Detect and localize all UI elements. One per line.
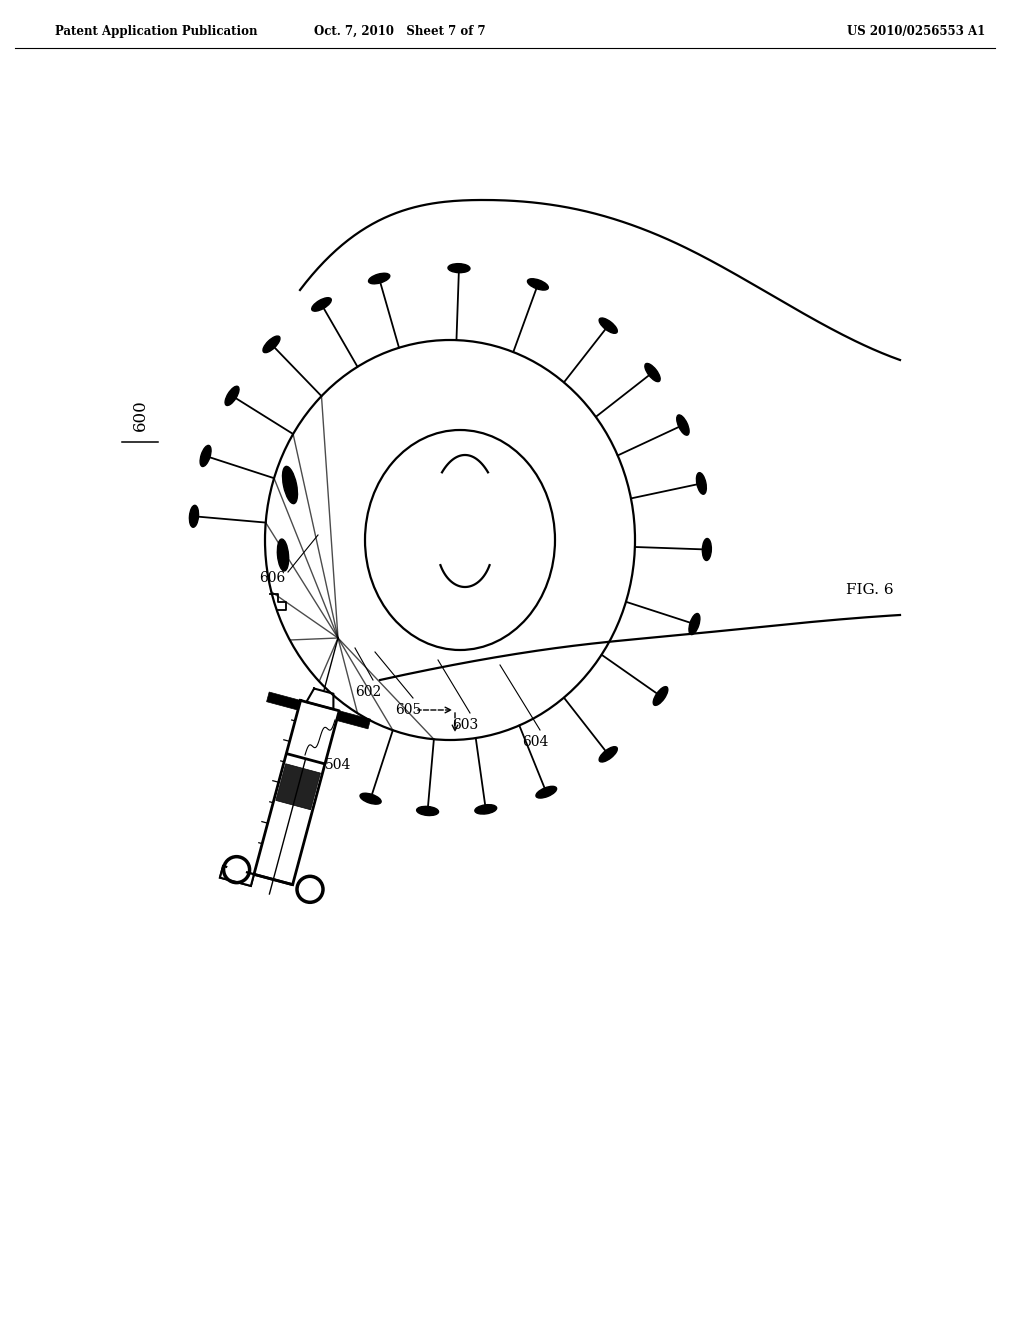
Text: 604: 604 (522, 735, 548, 748)
Ellipse shape (653, 686, 668, 705)
Polygon shape (220, 866, 254, 886)
Ellipse shape (689, 614, 699, 635)
Ellipse shape (227, 861, 246, 879)
Ellipse shape (536, 787, 557, 799)
Polygon shape (266, 692, 300, 710)
Ellipse shape (283, 466, 298, 504)
Ellipse shape (263, 337, 280, 352)
Text: 602: 602 (355, 685, 381, 700)
Text: 504: 504 (325, 758, 351, 772)
Ellipse shape (369, 273, 390, 284)
Text: 605: 605 (395, 704, 421, 717)
Polygon shape (275, 764, 321, 809)
Polygon shape (337, 711, 371, 729)
Ellipse shape (189, 506, 199, 527)
Ellipse shape (225, 387, 239, 405)
Ellipse shape (301, 880, 319, 899)
Ellipse shape (677, 414, 689, 436)
Text: FIG. 6: FIG. 6 (846, 583, 894, 597)
Ellipse shape (447, 264, 470, 273)
Ellipse shape (527, 279, 548, 290)
Ellipse shape (475, 805, 497, 814)
Ellipse shape (599, 747, 617, 762)
Text: 606: 606 (259, 572, 285, 585)
Text: 600: 600 (131, 399, 148, 430)
Ellipse shape (696, 473, 707, 494)
Ellipse shape (200, 445, 211, 466)
Text: Patent Application Publication: Patent Application Publication (55, 25, 257, 38)
Ellipse shape (311, 298, 332, 312)
Text: 603: 603 (452, 718, 478, 733)
Polygon shape (220, 866, 254, 886)
Ellipse shape (417, 807, 438, 816)
Ellipse shape (702, 539, 712, 561)
Ellipse shape (645, 363, 660, 381)
Ellipse shape (599, 318, 617, 334)
Ellipse shape (360, 793, 381, 804)
Ellipse shape (278, 539, 289, 572)
Text: Oct. 7, 2010   Sheet 7 of 7: Oct. 7, 2010 Sheet 7 of 7 (314, 25, 485, 38)
Text: US 2010/0256553 A1: US 2010/0256553 A1 (847, 25, 985, 38)
